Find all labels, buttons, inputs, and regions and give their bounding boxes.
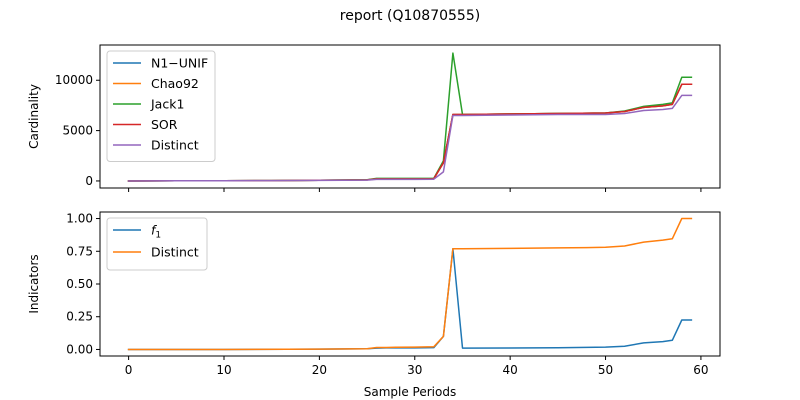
x-axis-label-1: Sample Periods [364,385,456,399]
x-tick-label-1-4: 40 [503,363,518,377]
y-tick-label-0-2: 10000 [55,73,93,87]
legend-label-0-1: Chao92 [151,76,199,91]
x-tick-label-1-3: 30 [407,363,422,377]
x-tick-label-1-0: 0 [125,363,133,377]
x-tick-label-1-6: 60 [693,363,708,377]
indicators-panel: 0 10 20 30 40 50 60 0.00 0.25 0.50 0.75 1.00 Indicat… [27,211,721,399]
y-tick-label-0-1: 5000 [62,124,93,138]
axes-frame-0 [99,44,721,189]
series-line-1-1 [127,217,693,351]
legend-label-0-4: Distinct [151,138,199,153]
y-tick-label-1-4: 1.00 [66,212,93,226]
figure-title: report (Q10870555) [340,8,480,24]
legend-0: N1−UNIF Chao92 Jack1 SOR Distinct [106,50,216,162]
y-tick-label-1-2: 0.50 [66,277,93,291]
y-tick-label-0-0: 0 [85,174,93,188]
y-tick-label-1-3: 0.75 [66,244,93,258]
y-axis-label-1: Indicators [27,254,41,313]
y-tick-label-1-1: 0.25 [66,310,93,324]
legend-box-1 [106,217,208,271]
legend-box-0 [106,50,216,162]
legend-label-0-3: SOR [151,117,178,132]
x-tick-label-1-5: 50 [598,363,613,377]
legend-label-0-0: N1−UNIF [151,56,208,71]
x-tick-label-1-2: 20 [312,363,327,377]
legend-label-1-0: f1 [151,223,161,241]
legend-label-1-1: Distinct [151,245,199,260]
legend-label-0-2: Jack1 [150,97,184,112]
x-tick-label-1-1: 10 [216,363,231,377]
y-tick-label-1-0: 0.00 [66,342,93,356]
y-axis-label-0: Cardinality [27,84,41,149]
series-line-0-4 [127,94,693,182]
cardinality-panel: 0 5000 10000 Cardinality N1−UNIF Chao92 Jack1 S… [27,44,721,192]
legend-1: f1 Distinct [106,217,208,271]
series-line-1-0 [127,247,693,351]
